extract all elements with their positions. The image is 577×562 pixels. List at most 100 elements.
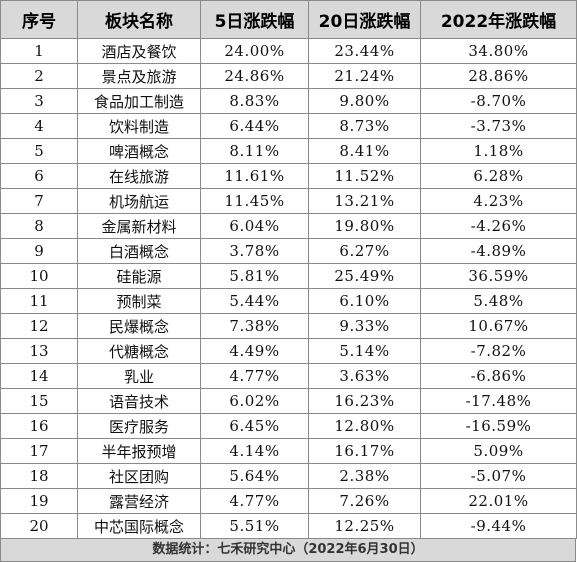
cell-20day-change: 19.80% xyxy=(308,213,421,239)
cell-5day-change: 4.14% xyxy=(200,438,309,464)
cell-20day-change: 16.23% xyxy=(308,388,421,414)
cell-2022-change: -6.86% xyxy=(420,363,577,389)
cell-sector-name: 金属新材料 xyxy=(77,213,201,239)
table-body: 1 酒店及餐饮 24.00% 23.44% 34.80% 2 景点及旅游 24.86% 21.2… xyxy=(0,38,577,539)
cell-20day-change: 3.63% xyxy=(308,363,421,389)
cell-rank: 6 xyxy=(0,163,78,189)
table-row: 20 中芯国际概念 5.51% 12.25% -9.44% xyxy=(0,513,577,539)
cell-5day-change: 6.45% xyxy=(200,413,309,439)
table-row: 13 代糖概念 4.49% 5.14% -7.82% xyxy=(0,338,577,364)
cell-sector-name: 中芯国际概念 xyxy=(77,513,201,539)
header-row: 序号 板块名称 5日涨跌幅 20日涨跌幅 2022年涨跌幅 xyxy=(0,0,577,39)
cell-rank: 11 xyxy=(0,288,78,314)
cell-20day-change: 12.25% xyxy=(308,513,421,539)
cell-rank: 5 xyxy=(0,138,78,164)
cell-sector-name: 食品加工制造 xyxy=(77,88,201,114)
cell-sector-name: 机场航运 xyxy=(77,188,201,214)
cell-sector-name: 语音技术 xyxy=(77,388,201,414)
sector-performance-table: 序号 板块名称 5日涨跌幅 20日涨跌幅 2022年涨跌幅 1 酒店及餐饮 24.0… xyxy=(0,0,577,539)
cell-5day-change: 5.44% xyxy=(200,288,309,314)
table-row: 15 语音技术 6.02% 16.23% -17.48% xyxy=(0,388,577,414)
cell-5day-change: 4.49% xyxy=(200,338,309,364)
cell-sector-name: 白酒概念 xyxy=(77,238,201,264)
cell-rank: 12 xyxy=(0,313,78,339)
cell-2022-change: 1.18% xyxy=(420,138,577,164)
cell-5day-change: 4.77% xyxy=(200,488,309,514)
cell-20day-change: 25.49% xyxy=(308,263,421,289)
cell-5day-change: 11.45% xyxy=(200,188,309,214)
cell-sector-name: 医疗服务 xyxy=(77,413,201,439)
header-2022-change: 2022年涨跌幅 xyxy=(420,0,577,39)
cell-5day-change: 6.04% xyxy=(200,213,309,239)
cell-5day-change: 7.38% xyxy=(200,313,309,339)
cell-2022-change: -5.07% xyxy=(420,463,577,489)
table-row: 9 白酒概念 3.78% 6.27% -4.89% xyxy=(0,238,577,264)
cell-sector-name: 饮料制造 xyxy=(77,113,201,139)
cell-sector-name: 代糖概念 xyxy=(77,338,201,364)
cell-5day-change: 24.00% xyxy=(200,38,309,64)
cell-2022-change: 5.09% xyxy=(420,438,577,464)
cell-2022-change: 6.28% xyxy=(420,163,577,189)
cell-rank: 14 xyxy=(0,363,78,389)
cell-20day-change: 11.52% xyxy=(308,163,421,189)
table-row: 7 机场航运 11.45% 13.21% 4.23% xyxy=(0,188,577,214)
cell-5day-change: 8.11% xyxy=(200,138,309,164)
cell-20day-change: 7.26% xyxy=(308,488,421,514)
cell-rank: 3 xyxy=(0,88,78,114)
cell-sector-name: 酒店及餐饮 xyxy=(77,38,201,64)
table-row: 18 社区团购 5.64% 2.38% -5.07% xyxy=(0,463,577,489)
cell-2022-change: -16.59% xyxy=(420,413,577,439)
cell-2022-change: 10.67% xyxy=(420,313,577,339)
cell-20day-change: 2.38% xyxy=(308,463,421,489)
cell-2022-change: -9.44% xyxy=(420,513,577,539)
cell-5day-change: 8.83% xyxy=(200,88,309,114)
cell-sector-name: 在线旅游 xyxy=(77,163,201,189)
cell-5day-change: 11.61% xyxy=(200,163,309,189)
cell-rank: 2 xyxy=(0,63,78,89)
cell-rank: 18 xyxy=(0,463,78,489)
cell-5day-change: 3.78% xyxy=(200,238,309,264)
cell-rank: 7 xyxy=(0,188,78,214)
table-row: 11 预制菜 5.44% 6.10% 5.48% xyxy=(0,288,577,314)
cell-sector-name: 预制菜 xyxy=(77,288,201,314)
table-row: 16 医疗服务 6.45% 12.80% -16.59% xyxy=(0,413,577,439)
table-row: 1 酒店及餐饮 24.00% 23.44% 34.80% xyxy=(0,38,577,64)
cell-20day-change: 23.44% xyxy=(308,38,421,64)
cell-2022-change: -8.70% xyxy=(420,88,577,114)
cell-2022-change: -7.82% xyxy=(420,338,577,364)
header-sector-name: 板块名称 xyxy=(77,0,201,39)
cell-20day-change: 9.33% xyxy=(308,313,421,339)
cell-20day-change: 13.21% xyxy=(308,188,421,214)
cell-5day-change: 5.64% xyxy=(200,463,309,489)
cell-rank: 20 xyxy=(0,513,78,539)
cell-rank: 8 xyxy=(0,213,78,239)
header-20day-change: 20日涨跌幅 xyxy=(308,0,421,39)
cell-2022-change: 34.80% xyxy=(420,38,577,64)
cell-sector-name: 啤酒概念 xyxy=(77,138,201,164)
cell-rank: 9 xyxy=(0,238,78,264)
header-rank: 序号 xyxy=(0,0,78,39)
table-row: 19 露营经济 4.77% 7.26% 22.01% xyxy=(0,488,577,514)
cell-rank: 15 xyxy=(0,388,78,414)
table-row: 5 啤酒概念 8.11% 8.41% 1.18% xyxy=(0,138,577,164)
cell-5day-change: 6.44% xyxy=(200,113,309,139)
cell-5day-change: 24.86% xyxy=(200,63,309,89)
cell-2022-change: 36.59% xyxy=(420,263,577,289)
cell-rank: 4 xyxy=(0,113,78,139)
source-note: 数据统计：七禾研究中心（2022年6月30日） xyxy=(0,538,576,562)
table-row: 10 硅能源 5.81% 25.49% 36.59% xyxy=(0,263,577,289)
table-row: 4 饮料制造 6.44% 8.73% -3.73% xyxy=(0,113,577,139)
table-row: 17 半年报预增 4.14% 16.17% 5.09% xyxy=(0,438,577,464)
cell-2022-change: 5.48% xyxy=(420,288,577,314)
cell-2022-change: -3.73% xyxy=(420,113,577,139)
cell-5day-change: 6.02% xyxy=(200,388,309,414)
cell-rank: 19 xyxy=(0,488,78,514)
cell-5day-change: 5.51% xyxy=(200,513,309,539)
table-row: 8 金属新材料 6.04% 19.80% -4.26% xyxy=(0,213,577,239)
cell-2022-change: 4.23% xyxy=(420,188,577,214)
cell-20day-change: 5.14% xyxy=(308,338,421,364)
header-5day-change: 5日涨跌幅 xyxy=(200,0,309,39)
cell-2022-change: -17.48% xyxy=(420,388,577,414)
cell-sector-name: 乳业 xyxy=(77,363,201,389)
table-row: 14 乳业 4.77% 3.63% -6.86% xyxy=(0,363,577,389)
